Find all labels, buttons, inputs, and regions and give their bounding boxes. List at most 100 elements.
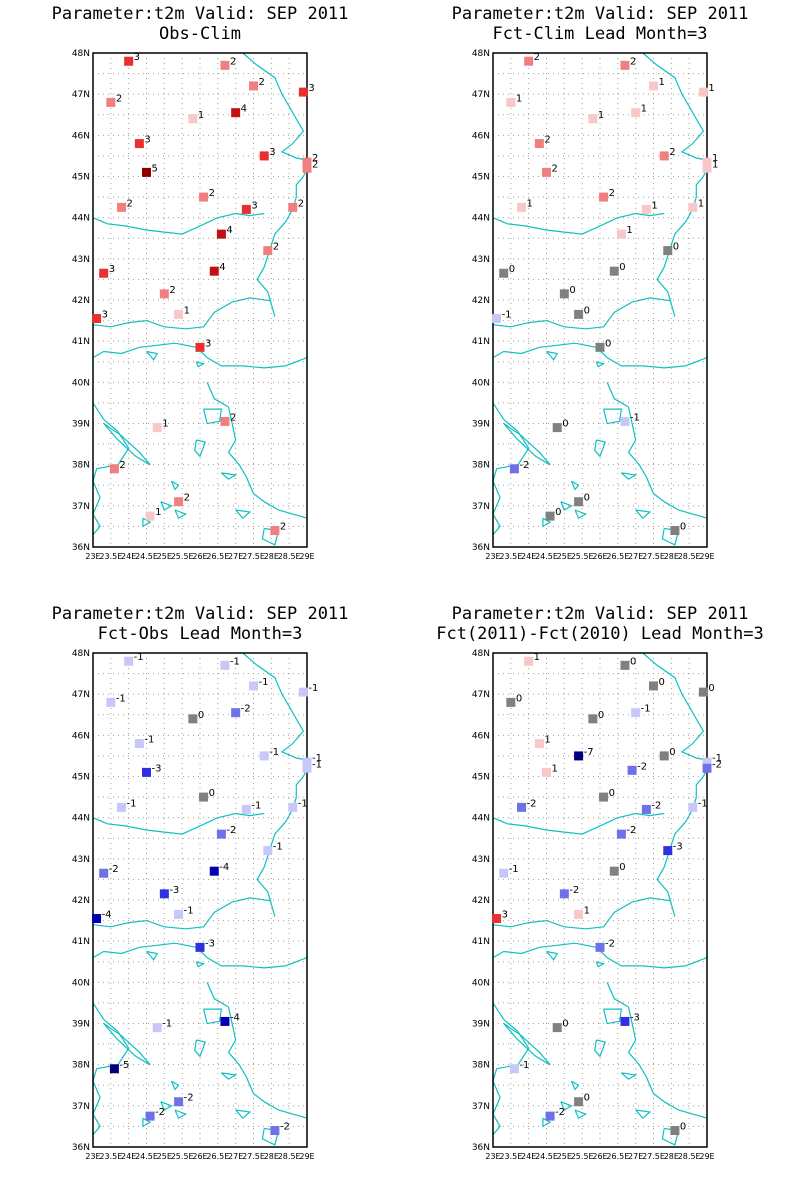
station-value-label: 0 bbox=[562, 1019, 568, 1030]
station-value-label: 3 bbox=[251, 200, 257, 211]
lat-tick-label: 42N bbox=[472, 896, 490, 906]
station-marker bbox=[559, 289, 569, 299]
station-value-label: 0 bbox=[669, 747, 675, 758]
station-value-label: 1 bbox=[184, 305, 190, 316]
station-value-label: -1 bbox=[116, 693, 126, 704]
lat-tick-label: 41N bbox=[472, 937, 490, 947]
lon-tick-label: 26.5E bbox=[606, 1152, 629, 1161]
station-value-label: 0 bbox=[605, 338, 611, 349]
coastline bbox=[503, 423, 551, 466]
station-value-label: 3 bbox=[134, 52, 140, 63]
coastline bbox=[595, 361, 606, 368]
station-marker bbox=[117, 802, 127, 812]
station-value-label: 2 bbox=[312, 153, 318, 164]
station-value-label: -2 bbox=[637, 761, 647, 772]
coastline bbox=[203, 1008, 223, 1025]
lat-tick-label: 46N bbox=[472, 731, 490, 741]
lat-tick-label: 40N bbox=[472, 978, 490, 988]
lat-tick-label: 43N bbox=[72, 255, 90, 265]
coastline bbox=[574, 509, 588, 520]
lon-tick-label: 23E bbox=[485, 1152, 500, 1161]
lon-tick-label: 29E bbox=[699, 552, 714, 561]
lat-tick-label: 37N bbox=[472, 502, 490, 512]
station-marker bbox=[249, 681, 258, 691]
coastline bbox=[92, 1002, 130, 1136]
station-value-label: 1 bbox=[626, 225, 632, 236]
panel-fct-diff: Parameter:t2m Valid: SEP 2011 Fct(2011)-… bbox=[400, 600, 800, 1200]
coastline bbox=[595, 961, 606, 968]
station-marker bbox=[702, 163, 712, 173]
lon-tick-label: 28E bbox=[664, 1152, 679, 1161]
lat-tick-label: 39N bbox=[472, 1020, 490, 1030]
lat-tick-label: 47N bbox=[72, 690, 90, 700]
station-marker bbox=[109, 1064, 119, 1074]
station-value-label: 2 bbox=[273, 242, 279, 253]
lat-tick-label: 46N bbox=[72, 131, 90, 141]
station-marker bbox=[649, 681, 658, 691]
station-marker bbox=[106, 97, 116, 107]
coastline bbox=[256, 168, 308, 317]
station-marker bbox=[688, 202, 698, 212]
lon-tick-label: 27E bbox=[628, 1152, 643, 1161]
station-value-label: -2 bbox=[226, 825, 236, 836]
coastline bbox=[170, 1080, 180, 1091]
station-marker bbox=[209, 266, 219, 276]
station-marker bbox=[263, 846, 273, 856]
station-marker bbox=[117, 202, 127, 212]
station-marker bbox=[631, 108, 641, 118]
station-value-label: 1 bbox=[584, 905, 590, 916]
station-value-label: -1 bbox=[273, 842, 283, 853]
station-value-label: 3 bbox=[269, 147, 275, 158]
station-marker bbox=[595, 942, 605, 952]
coastline bbox=[492, 897, 672, 930]
lat-tick-label: 47N bbox=[472, 90, 490, 100]
station-value-label: -2 bbox=[555, 1107, 565, 1118]
station-marker bbox=[241, 204, 251, 214]
coastline bbox=[160, 501, 173, 511]
lat-tick-label: 40N bbox=[72, 378, 90, 388]
station-marker bbox=[702, 763, 712, 773]
coastline bbox=[92, 812, 265, 835]
station-marker bbox=[302, 163, 312, 173]
station-marker bbox=[509, 464, 519, 474]
station-value-label: -1 bbox=[312, 759, 322, 770]
station-marker bbox=[698, 87, 708, 97]
station-value-label: -2 bbox=[155, 1107, 165, 1118]
station-value-label: 4 bbox=[226, 225, 232, 236]
station-value-label: -2 bbox=[712, 759, 722, 770]
station-value-label: -1 bbox=[519, 1060, 529, 1071]
station-marker bbox=[506, 97, 516, 107]
lat-tick-label: 43N bbox=[72, 855, 90, 865]
station-value-label: -1 bbox=[509, 864, 519, 875]
station-marker bbox=[159, 889, 169, 899]
map-frame bbox=[492, 52, 708, 548]
station-marker bbox=[134, 139, 144, 149]
lat-tick-label: 48N bbox=[72, 649, 90, 659]
coastline bbox=[242, 652, 308, 761]
station-marker bbox=[99, 268, 109, 278]
lon-tick-label: 26E bbox=[192, 552, 207, 561]
lon-tick-label: 24E bbox=[521, 552, 536, 561]
station-marker bbox=[574, 497, 584, 507]
station-value-label: -7 bbox=[584, 747, 594, 758]
coastline bbox=[492, 1002, 530, 1136]
station-value-label: -1 bbox=[502, 310, 512, 321]
coastline bbox=[242, 52, 308, 161]
lat-tick-label: 45N bbox=[72, 773, 90, 783]
station-value-label: 0 bbox=[562, 419, 568, 430]
station-marker bbox=[702, 157, 712, 167]
station-marker bbox=[616, 829, 626, 839]
station-value-label: 1 bbox=[162, 419, 168, 430]
lat-tick-label: 44N bbox=[72, 814, 90, 824]
station-marker bbox=[270, 526, 280, 536]
lon-tick-label: 26.5E bbox=[206, 1152, 229, 1161]
station-marker bbox=[302, 157, 312, 167]
station-value-label: -2 bbox=[626, 825, 636, 836]
lat-tick-label: 44N bbox=[472, 814, 490, 824]
coastline bbox=[621, 1072, 638, 1080]
coastline bbox=[503, 1023, 551, 1066]
station-value-label: 3 bbox=[109, 264, 115, 275]
lat-tick-label: 42N bbox=[72, 296, 90, 306]
lon-tick-label: 23E bbox=[485, 552, 500, 561]
coastline bbox=[606, 382, 708, 519]
